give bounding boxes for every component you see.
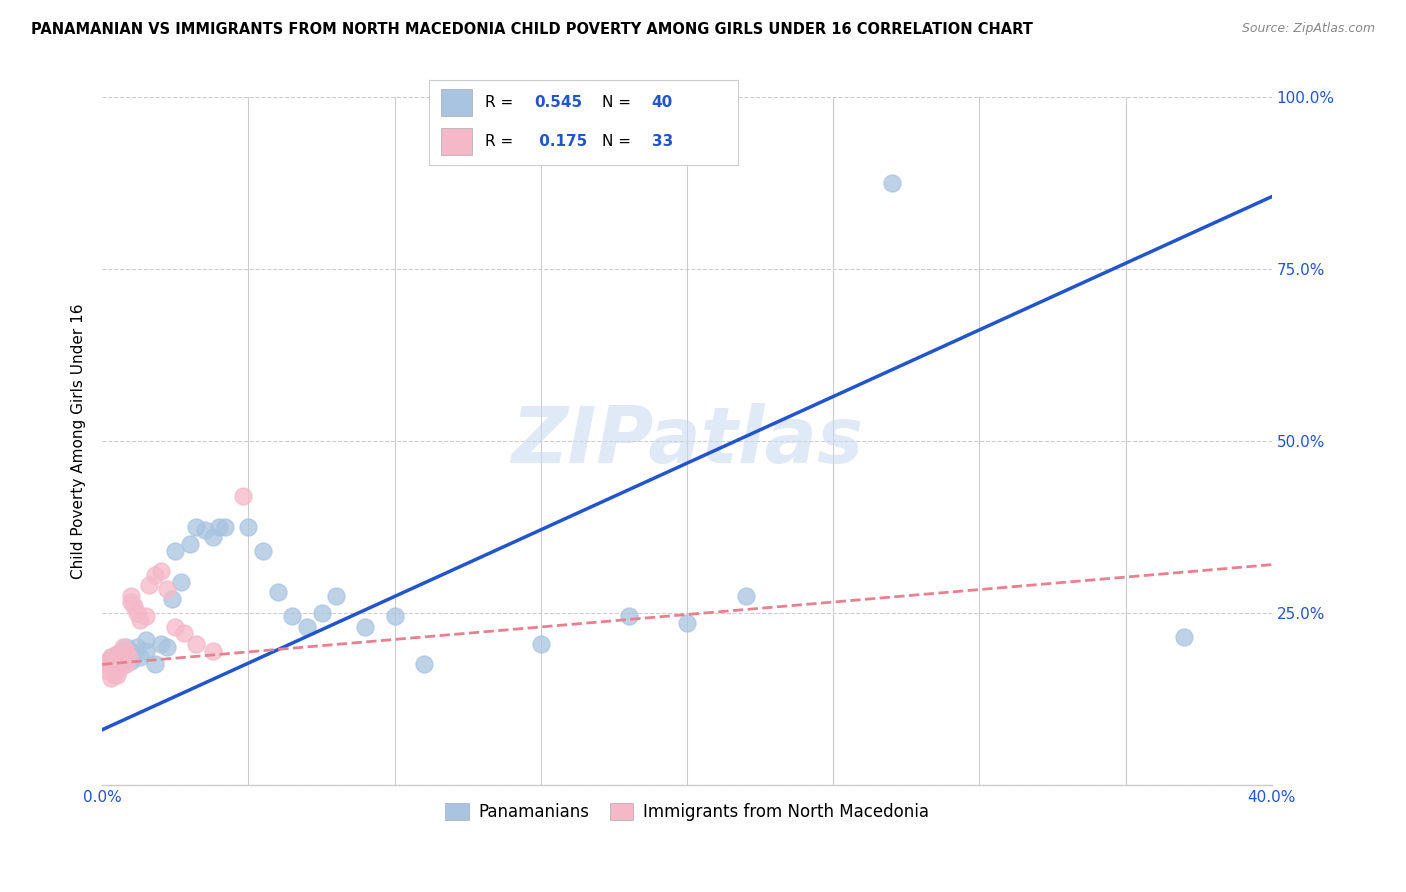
Point (266, 585, 288, 599)
Point (155, 640, 177, 655)
Point (281, 609, 304, 624)
Point (97, 665, 120, 679)
FancyBboxPatch shape (441, 128, 472, 155)
Point (202, 530, 225, 544)
Text: N =: N = (602, 134, 636, 149)
Point (120, 589, 142, 603)
Point (238, 520, 260, 534)
Point (135, 633, 157, 648)
Point (108, 661, 131, 675)
Point (617, 609, 640, 624)
Text: 33: 33 (651, 134, 673, 149)
Point (179, 537, 201, 551)
Y-axis label: Child Poverty Among Girls Under 16: Child Poverty Among Girls Under 16 (72, 303, 86, 579)
Point (117, 650, 139, 665)
Text: 0.545: 0.545 (534, 95, 582, 110)
Legend: Panamanians, Immigrants from North Macedonia: Panamanians, Immigrants from North Maced… (439, 797, 935, 828)
Point (105, 657, 128, 672)
Point (97, 654, 120, 668)
Text: 40: 40 (651, 95, 673, 110)
Point (734, 589, 756, 603)
Point (120, 643, 142, 657)
Text: R =: R = (485, 134, 517, 149)
Point (100, 671, 122, 685)
Point (149, 565, 172, 579)
Point (165, 619, 187, 633)
Point (354, 619, 377, 633)
Point (129, 613, 152, 627)
Point (170, 574, 193, 589)
Point (114, 643, 136, 657)
FancyBboxPatch shape (441, 89, 472, 116)
Point (127, 640, 149, 655)
Point (252, 544, 274, 558)
Point (412, 657, 434, 672)
Point (162, 592, 184, 607)
Point (676, 616, 699, 631)
Point (184, 637, 207, 651)
Point (135, 609, 157, 624)
Point (232, 489, 254, 503)
Point (135, 643, 157, 657)
Text: ZIPatlas: ZIPatlas (510, 403, 863, 479)
Point (1173, 630, 1195, 644)
Point (155, 582, 177, 596)
Point (105, 657, 128, 672)
Point (94, 657, 117, 672)
Point (880, 176, 903, 190)
Point (143, 657, 166, 672)
Point (100, 650, 122, 665)
Point (100, 650, 122, 665)
Point (105, 647, 128, 661)
Point (202, 643, 225, 657)
Point (325, 589, 347, 603)
Point (111, 640, 134, 655)
Point (193, 523, 215, 537)
Point (129, 650, 152, 665)
Point (103, 657, 125, 672)
Point (111, 650, 134, 665)
Point (184, 520, 207, 534)
Point (214, 520, 236, 534)
Text: 0.175: 0.175 (534, 134, 588, 149)
Point (138, 578, 160, 592)
Point (114, 640, 136, 655)
Point (165, 544, 187, 558)
Text: N =: N = (602, 95, 636, 110)
Point (108, 650, 131, 665)
Point (103, 667, 125, 681)
Point (127, 606, 149, 620)
Text: PANAMANIAN VS IMMIGRANTS FROM NORTH MACEDONIA CHILD POVERTY AMONG GIRLS UNDER 16: PANAMANIAN VS IMMIGRANTS FROM NORTH MACE… (31, 22, 1033, 37)
Point (530, 637, 553, 651)
Text: Source: ZipAtlas.com: Source: ZipAtlas.com (1241, 22, 1375, 36)
Point (120, 595, 142, 609)
Point (384, 609, 406, 624)
Point (114, 657, 136, 672)
Point (105, 647, 128, 661)
Point (295, 619, 318, 633)
Point (143, 568, 166, 582)
Point (100, 661, 122, 675)
Text: R =: R = (485, 95, 517, 110)
Point (173, 626, 195, 640)
Point (208, 520, 231, 534)
Point (311, 606, 333, 620)
Point (149, 637, 172, 651)
Point (105, 667, 128, 681)
Point (114, 650, 136, 665)
Point (111, 643, 134, 657)
Point (124, 599, 146, 613)
Point (120, 654, 142, 668)
